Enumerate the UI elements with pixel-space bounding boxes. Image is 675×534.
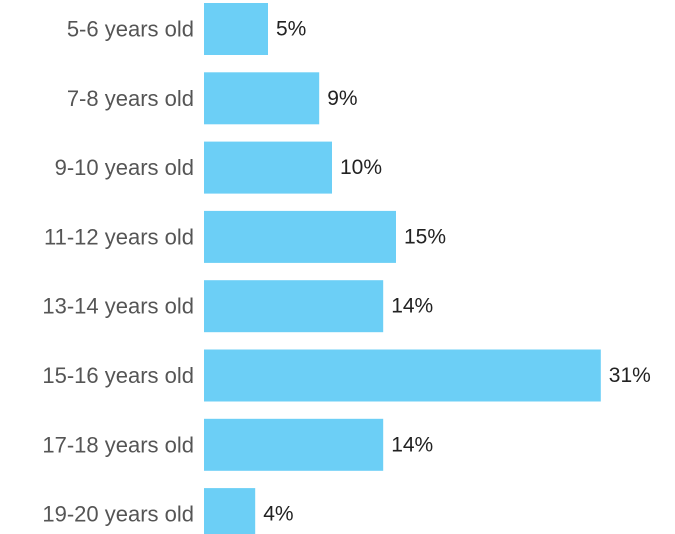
value-label: 9% [327, 87, 357, 110]
category-label: 9-10 years old [55, 155, 194, 180]
value-label: 14% [391, 433, 433, 456]
category-labels: 5-6 years old 7-8 years old 9-10 years old… [42, 17, 194, 527]
category-label: 5-6 years old [67, 17, 194, 42]
value-label: 14% [391, 295, 433, 318]
value-label: 5% [276, 18, 306, 41]
value-label: 10% [340, 156, 382, 179]
category-label: 17-18 years old [42, 432, 194, 457]
category-label: 7-8 years old [67, 86, 194, 111]
category-label: 13-14 years old [42, 294, 194, 319]
bar [204, 488, 256, 534]
bar [204, 3, 268, 55]
bar [204, 141, 332, 194]
bar [204, 418, 384, 471]
bar [204, 349, 601, 402]
bars [204, 3, 601, 534]
bar [204, 72, 320, 125]
value-label: 31% [609, 364, 651, 387]
bar [204, 280, 384, 333]
category-label: 11-12 years old [44, 224, 194, 249]
bar [204, 210, 396, 263]
value-label: 15% [404, 225, 446, 248]
category-label: 19-20 years old [42, 502, 194, 527]
value-label: 4% [263, 503, 293, 526]
value-labels: 5% 9% 10% 15% 14% 31% 14% 4% [263, 18, 651, 526]
category-label: 15-16 years old [42, 363, 194, 388]
